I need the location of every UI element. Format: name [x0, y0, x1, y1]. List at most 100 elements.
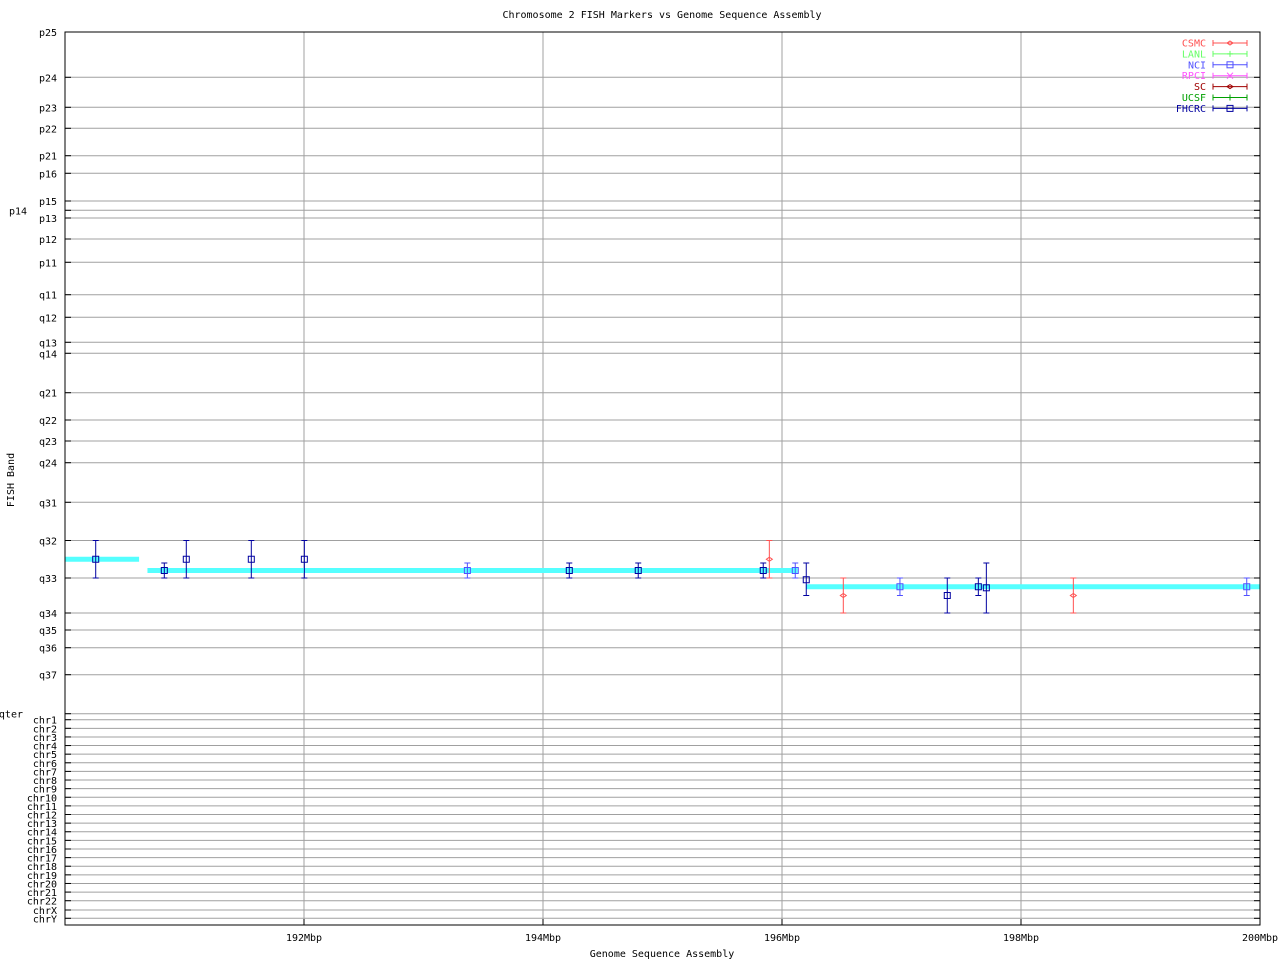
legend-entry-rpci: RPCI: [1182, 71, 1248, 82]
y-tick-label: chr17: [27, 854, 57, 865]
y-tick-label: q14: [39, 349, 57, 360]
x-tick-label: 194Mbp: [525, 933, 561, 944]
grid: [65, 32, 1260, 925]
y-tick-label: chrY: [33, 914, 57, 925]
point-marker: [1243, 583, 1251, 591]
data-point-fhcrc: [182, 540, 190, 579]
y-tick-label: p13: [39, 214, 57, 225]
legend-label: RPCI: [1182, 71, 1206, 82]
y-tick-label: chr12: [27, 811, 57, 822]
data-point-fhcrc: [565, 562, 573, 579]
y-tick-label: chr6: [33, 759, 57, 770]
point-marker: [1069, 592, 1078, 599]
y-tick-label: chr14: [27, 828, 57, 839]
y-tick-label: chr22: [27, 897, 57, 908]
legend-marker: [1227, 94, 1233, 101]
legend-label: CSMC: [1182, 39, 1206, 50]
y-tick-label: qter: [0, 710, 23, 721]
y-tick-label: p14: [9, 206, 27, 217]
y-tick-label: q22: [39, 416, 57, 427]
y-tick-label: chr8: [33, 776, 57, 787]
y-tick-label: chr11: [27, 802, 57, 813]
y-tick-label: q33: [39, 574, 57, 585]
series-fhcrc: [92, 540, 990, 614]
y-tick-label: q31: [39, 498, 57, 509]
point-marker: [634, 567, 642, 574]
legend-entry-ucsf: UCSF: [1182, 93, 1248, 104]
point-marker: [463, 567, 471, 574]
point-marker: [247, 555, 255, 563]
x-tick-label: 200Mbp: [1242, 933, 1278, 944]
y-tick-label: p15: [39, 197, 57, 208]
y-tick-label: q11: [39, 291, 57, 302]
data-point-fhcrc: [982, 562, 990, 614]
y-tick-label: q36: [39, 644, 57, 655]
point-marker: [92, 555, 100, 563]
point-marker: [759, 567, 767, 574]
data-point-fhcrc: [247, 540, 255, 579]
point-marker: [974, 583, 982, 591]
point-marker: [982, 584, 990, 592]
legend-entry-nci: NCI: [1188, 60, 1248, 71]
y-tick-label: chr21: [27, 888, 57, 899]
series-nci: [463, 562, 1251, 596]
data-point-csmc: [1069, 577, 1078, 614]
legend-entry-sc: SC: [1194, 82, 1248, 93]
y-tick-label: q12: [39, 313, 57, 324]
data-point-fhcrc: [943, 577, 951, 614]
y-tick-label: q21: [39, 389, 57, 400]
legend-label: SC: [1194, 82, 1206, 93]
x-tick-label: 192Mbp: [286, 933, 322, 944]
y-tick-label: q13: [39, 338, 57, 349]
y-tick-label: p22: [39, 124, 57, 135]
legend-marker: [1226, 83, 1234, 90]
y-tick-label: q37: [39, 671, 57, 682]
y-tick-label: chr20: [27, 879, 57, 890]
x-tick-label: 198Mbp: [1003, 933, 1039, 944]
y-tick-label: chr2: [33, 724, 57, 735]
x-axis-ticks: 192Mbp 194Mbp 196Mbp 198Mbp 200Mbp: [286, 919, 1278, 944]
data-point-nci: [463, 562, 471, 579]
data-point-csmc: [839, 577, 848, 614]
y-tick-label: q24: [39, 459, 57, 470]
data-point-fhcrc: [300, 540, 308, 579]
y-tick-label: chr3: [33, 733, 57, 744]
y-tick-label: chr13: [27, 819, 57, 830]
legend-entry-fhcrc: FHCRC: [1176, 104, 1248, 115]
y-tick-label: p21: [39, 152, 57, 163]
point-marker: [300, 555, 308, 563]
y-tick-label: chrX: [33, 906, 57, 917]
data-points: [92, 540, 1251, 614]
data-point-nci: [1243, 577, 1251, 596]
y-tick-label: chr4: [33, 742, 57, 753]
point-marker: [943, 592, 951, 599]
x-axis-label: Genome Sequence Assembly: [590, 949, 735, 960]
data-point-fhcrc: [802, 562, 810, 596]
y-tick-label: p24: [39, 73, 57, 84]
legend-label: FHCRC: [1176, 104, 1206, 115]
y-tick-label: q23: [39, 437, 57, 448]
legend-marker: [1226, 61, 1234, 69]
legend-marker: [1226, 40, 1234, 46]
y-tick-label: q32: [39, 537, 57, 548]
point-marker: [791, 567, 799, 574]
legend-label: UCSF: [1182, 93, 1206, 104]
assembly-segments: [65, 556, 1260, 590]
point-marker: [160, 567, 168, 574]
legend-entry-csmc: CSMC: [1182, 39, 1248, 50]
y-tick-label: q34: [39, 609, 57, 620]
y-tick-label: chr5: [33, 750, 57, 761]
data-point-nci: [791, 562, 799, 579]
chart-title: Chromosome 2 FISH Markers vs Genome Sequ…: [502, 10, 821, 21]
data-point-fhcrc: [759, 562, 767, 579]
y-tick-label: chr9: [33, 785, 57, 796]
y-tick-label: chr16: [27, 845, 57, 856]
legend-label: LANL: [1182, 49, 1206, 60]
point-marker: [802, 576, 810, 584]
y-tick-label: p16: [39, 169, 57, 180]
y-tick-label: chr18: [27, 862, 57, 873]
y-axis-label: FISH Band: [6, 453, 17, 507]
y-tick-label: chr7: [33, 767, 57, 778]
y-axis-ticks: p25 p24 p23 p22 p21 p16 p15 p14 p13 p12 p11 q11 q12 q…: [0, 28, 1260, 925]
data-point-csmc: [765, 540, 774, 579]
